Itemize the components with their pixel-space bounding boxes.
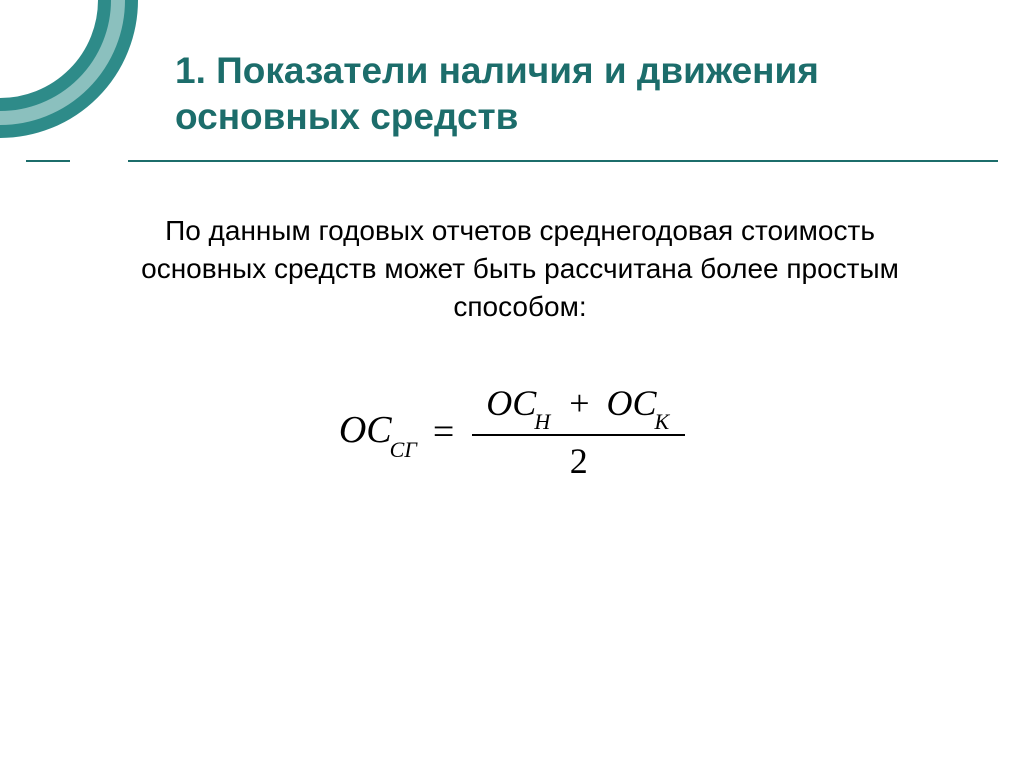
slide: 1. Показатели наличия и движения основны…	[0, 0, 1024, 767]
equals-sign: =	[433, 410, 454, 454]
body-text: По данным годовых отчетов среднегодовая …	[120, 212, 920, 325]
num-term2-sub: К	[655, 409, 670, 434]
lhs-main: ОС	[339, 409, 392, 451]
fraction-bar	[472, 434, 685, 436]
slide-title: 1. Показатели наличия и движения основны…	[175, 48, 935, 141]
lhs-sub: СГ	[390, 437, 417, 462]
formula-inner: ОССГ = ОСН + ОСК 2	[339, 380, 685, 485]
denominator: 2	[472, 438, 685, 485]
formula: ОССГ = ОСН + ОСК 2	[0, 380, 1024, 485]
num-term2-main: ОС	[607, 383, 657, 423]
num-term1-sub: Н	[534, 409, 550, 434]
plus-sign: +	[569, 383, 589, 423]
fraction: ОСН + ОСК 2	[472, 380, 685, 485]
formula-lhs: ОССГ	[339, 408, 419, 457]
title-underline-stub	[26, 160, 70, 162]
numerator: ОСН + ОСК	[472, 380, 685, 432]
slide-title-text: 1. Показатели наличия и движения основны…	[175, 48, 935, 141]
title-underline-main	[128, 160, 998, 162]
decorative-arc	[0, 0, 150, 150]
num-term1-main: ОС	[486, 383, 536, 423]
